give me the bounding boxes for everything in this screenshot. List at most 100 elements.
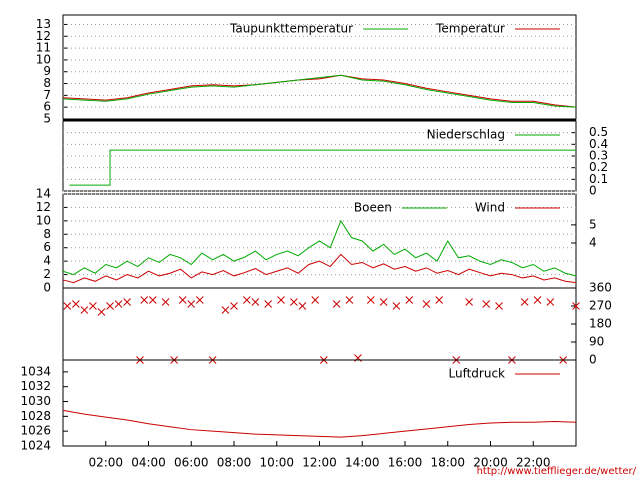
y-tick-label: 1024 xyxy=(20,439,51,453)
y-tick-label: 1034 xyxy=(20,364,51,378)
direction-point xyxy=(63,302,72,310)
direction-point xyxy=(97,308,106,316)
direction-point xyxy=(114,300,123,308)
credit: http://www.tiefflieger.de/wetter/ xyxy=(477,466,637,477)
series-line xyxy=(62,409,577,438)
y-tick-label: 10 xyxy=(36,52,51,66)
direction-point xyxy=(392,302,401,310)
direction-point xyxy=(465,298,473,306)
direction-point xyxy=(422,300,431,308)
direction-point xyxy=(520,298,529,306)
y2-tick-label: 0.1 xyxy=(589,172,608,186)
direction-point xyxy=(366,296,375,304)
series-line xyxy=(62,219,577,277)
x-tick-label: 02:00 xyxy=(88,456,123,470)
y-tick-label: 1032 xyxy=(20,379,51,393)
y-tick-label: 7 xyxy=(43,88,51,102)
direction-point xyxy=(148,296,157,304)
y-tick-label: 13 xyxy=(36,17,51,31)
x-tick-label: 18:00 xyxy=(430,456,465,470)
direction-point xyxy=(435,296,444,304)
series-line xyxy=(62,74,577,108)
x-tick-label: 10:00 xyxy=(259,456,294,470)
y2-tick-label: 0.5 xyxy=(589,125,608,139)
direction-point xyxy=(533,296,542,304)
y-tick-label: 11 xyxy=(36,41,51,55)
y-tick-label: 8 xyxy=(43,227,51,241)
y-tick-label: 1030 xyxy=(20,394,51,408)
x-tick-label: 14:00 xyxy=(345,456,380,470)
direction-point xyxy=(106,302,114,310)
y-tick-label: 12 xyxy=(36,200,51,214)
direction-point xyxy=(546,298,555,306)
x-tick-label: 06:00 xyxy=(174,456,209,470)
direction-point xyxy=(251,298,260,306)
direction-point xyxy=(405,296,414,304)
legend-label: Boeen xyxy=(354,201,392,215)
x-tick-label: 20:00 xyxy=(473,456,508,470)
x-tick-label: 12:00 xyxy=(302,456,337,470)
y-tick-label: 10 xyxy=(36,213,51,227)
y2-tick-label: 0.2 xyxy=(589,160,608,174)
direction-point xyxy=(161,298,170,306)
direction-point xyxy=(264,300,273,308)
x-tick-label: 08:00 xyxy=(217,456,252,470)
y2-tick-label: 5 xyxy=(589,217,597,231)
legend-label: Temperatur xyxy=(435,22,505,36)
x-tick-label: 22:00 xyxy=(516,456,551,470)
direction-point xyxy=(230,302,238,310)
legend-label: Wind xyxy=(475,201,505,215)
y2-tick-label: 270 xyxy=(589,299,612,313)
y-tick-label: 9 xyxy=(43,64,51,78)
y-tick-label: 4 xyxy=(43,254,51,268)
y-tick-label: 1026 xyxy=(20,424,51,438)
direction-point xyxy=(123,298,131,306)
y-tick-label: 6 xyxy=(43,100,51,114)
y-tick-label: 1028 xyxy=(20,409,51,423)
direction-point xyxy=(221,306,230,314)
y-tick-label: 0 xyxy=(43,281,51,295)
direction-point xyxy=(332,300,341,308)
x-tick-label: 04:00 xyxy=(131,456,166,470)
direction-point xyxy=(379,298,388,306)
legend-label: Luftdruck xyxy=(448,367,505,381)
y2-tick-label: 0 xyxy=(589,184,597,198)
series-line xyxy=(62,253,577,284)
direction-point xyxy=(178,296,187,304)
legend-label: Niederschlag xyxy=(427,128,505,142)
direction-point xyxy=(298,302,307,310)
direction-point xyxy=(311,296,320,304)
y-tick-label: 12 xyxy=(36,29,51,43)
direction-point xyxy=(80,306,89,314)
y-tick-label: 6 xyxy=(43,240,51,254)
direction-point xyxy=(140,296,149,304)
x-tick-label: 16:00 xyxy=(388,456,423,470)
y-tick-label: 2 xyxy=(43,267,51,281)
y-tick-label: 14 xyxy=(36,187,51,201)
y2-tick-label: 0.3 xyxy=(589,149,608,163)
direction-point xyxy=(195,296,204,304)
direction-point xyxy=(242,296,251,304)
direction-point xyxy=(187,300,196,308)
y2-tick-label: 4 xyxy=(589,236,597,250)
y-tick-label: 8 xyxy=(43,76,51,90)
direction-point xyxy=(71,300,80,308)
direction-point xyxy=(345,296,354,304)
y2-tick-label: 90 xyxy=(589,335,604,349)
legend-label: Taupunkttemperatur xyxy=(229,22,353,36)
y2-tick-label: 360 xyxy=(589,281,612,295)
y2-tick-label: 0.4 xyxy=(589,137,608,151)
y2-tick-label: 0 xyxy=(589,353,597,367)
y-tick-label: 5 xyxy=(43,112,51,126)
series-line xyxy=(69,149,576,186)
direction-point xyxy=(482,300,491,308)
direction-point xyxy=(495,302,503,310)
direction-point xyxy=(572,302,580,310)
direction-point xyxy=(289,298,298,306)
direction-point xyxy=(277,296,285,304)
series-line xyxy=(62,74,577,108)
y2-tick-label: 180 xyxy=(589,317,612,331)
direction-point xyxy=(89,302,97,310)
